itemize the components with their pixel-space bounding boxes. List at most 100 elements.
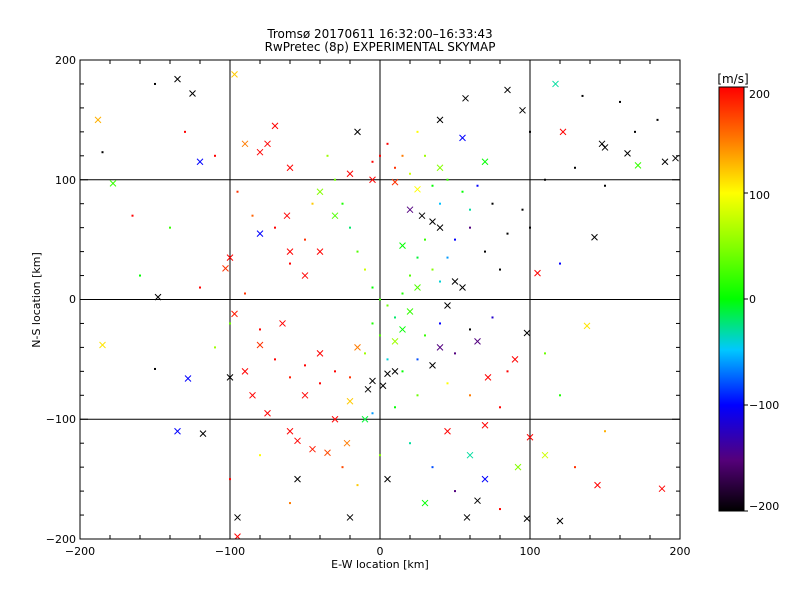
data-point-dot (424, 154, 426, 157)
data-point-cross (414, 185, 421, 193)
data-point-cross (634, 162, 642, 169)
data-point-cross (346, 397, 354, 405)
data-points (94, 71, 679, 539)
data-point-dot (424, 238, 426, 241)
data-point-cross-stroke (429, 362, 436, 369)
data-point-cross-stroke (184, 375, 192, 382)
data-point-cross (474, 338, 481, 345)
data-point-cross (324, 449, 331, 457)
data-point-cross (226, 254, 234, 261)
data-point-cross-stroke (523, 515, 531, 522)
data-point-cross (361, 415, 369, 423)
data-point-cross (384, 475, 391, 483)
data-point-cross-stroke (316, 188, 324, 196)
data-point-cross-stroke (264, 409, 271, 417)
data-point-cross-stroke (429, 218, 436, 226)
data-point-dot (439, 202, 441, 205)
data-point-dot (386, 304, 389, 307)
data-point-cross-stroke (523, 329, 531, 337)
data-point-cross-stroke (414, 185, 421, 193)
data-point-cross-stroke (346, 170, 354, 178)
data-point-cross-stroke (511, 356, 519, 363)
data-point-cross-stroke (514, 463, 522, 471)
data-point-cross (559, 128, 567, 136)
data-point-cross (523, 329, 531, 337)
data-point-cross-stroke (436, 224, 444, 232)
data-point-dot (619, 100, 621, 103)
data-point-cross (109, 179, 117, 187)
data-point-cross-stroke (316, 350, 324, 357)
data-point-dot (521, 208, 524, 211)
data-point-dot (469, 328, 471, 331)
data-point-dot (439, 280, 441, 283)
data-point-cross-stroke (391, 338, 399, 345)
x-tick-label: 0 (377, 545, 384, 558)
data-point-dot (236, 190, 239, 193)
data-point-cross-stroke (264, 140, 271, 148)
data-point-cross (481, 475, 489, 483)
data-point-dot (214, 154, 216, 157)
data-point-cross (316, 350, 324, 357)
data-point-cross-stroke (399, 242, 406, 249)
data-point-cross (294, 475, 301, 483)
data-point-cross (418, 212, 426, 220)
data-point-cross-stroke (331, 415, 339, 423)
data-point-cross (514, 463, 522, 471)
data-point-cross-stroke (591, 233, 598, 241)
data-point-dot (461, 190, 464, 193)
data-point-cross-stroke (421, 499, 429, 507)
data-point-cross-stroke (462, 94, 469, 102)
data-point-dot (559, 262, 561, 265)
data-point-cross (583, 322, 591, 330)
data-point-cross-stroke (481, 421, 489, 429)
data-point-dot (356, 484, 359, 487)
data-point-dot (334, 178, 336, 181)
data-point-cross-stroke (279, 320, 286, 327)
data-point-cross (199, 430, 207, 437)
data-point-cross-stroke (418, 212, 426, 220)
data-point-cross-stroke (174, 427, 181, 435)
data-point-cross-stroke (601, 144, 609, 151)
data-point-dot (409, 172, 411, 175)
data-point-cross-stroke (256, 341, 264, 349)
data-point-cross (444, 427, 451, 435)
data-point-dot (544, 352, 546, 355)
data-point-cross (94, 116, 102, 124)
data-point-dot (394, 316, 396, 319)
data-point-dot (469, 394, 471, 397)
data-point-cross-stroke (301, 391, 309, 399)
data-point-cross-stroke (354, 128, 361, 136)
data-point-cross-stroke (484, 373, 492, 381)
data-point-cross-stroke (384, 370, 391, 378)
data-point-dot (229, 478, 231, 481)
data-point-cross-stroke (241, 140, 249, 148)
data-point-cross (343, 439, 351, 447)
data-point-cross-stroke (286, 164, 294, 172)
data-point-cross-stroke (661, 158, 669, 166)
data-point-cross (279, 320, 286, 327)
data-point-dot (439, 322, 441, 325)
data-point-cross-stroke (504, 86, 511, 94)
data-point-cross (286, 248, 294, 255)
data-point-cross (184, 375, 192, 382)
data-point-cross (309, 445, 316, 453)
data-point-cross (658, 485, 666, 493)
data-point-cross-stroke (309, 445, 316, 453)
data-point-cross-stroke (301, 272, 309, 279)
data-point-cross (222, 265, 229, 272)
data-point-cross (481, 421, 489, 429)
chart-title: Tromsø 20170611 16:32:00–16:33:43 (266, 27, 492, 41)
data-point-cross-stroke (364, 385, 372, 393)
colorbar-unit: [m/s] (717, 72, 748, 86)
data-point-cross (444, 302, 451, 309)
data-point-cross (154, 293, 162, 301)
data-point-cross-stroke (286, 248, 294, 255)
data-point-cross (406, 206, 414, 214)
data-point-cross (354, 344, 361, 351)
x-tick-label: −100 (215, 545, 245, 558)
data-point-cross (346, 170, 354, 178)
data-point-cross (264, 409, 271, 417)
data-point-cross (511, 356, 519, 363)
colorbar-tick-label: 100 (749, 189, 770, 202)
